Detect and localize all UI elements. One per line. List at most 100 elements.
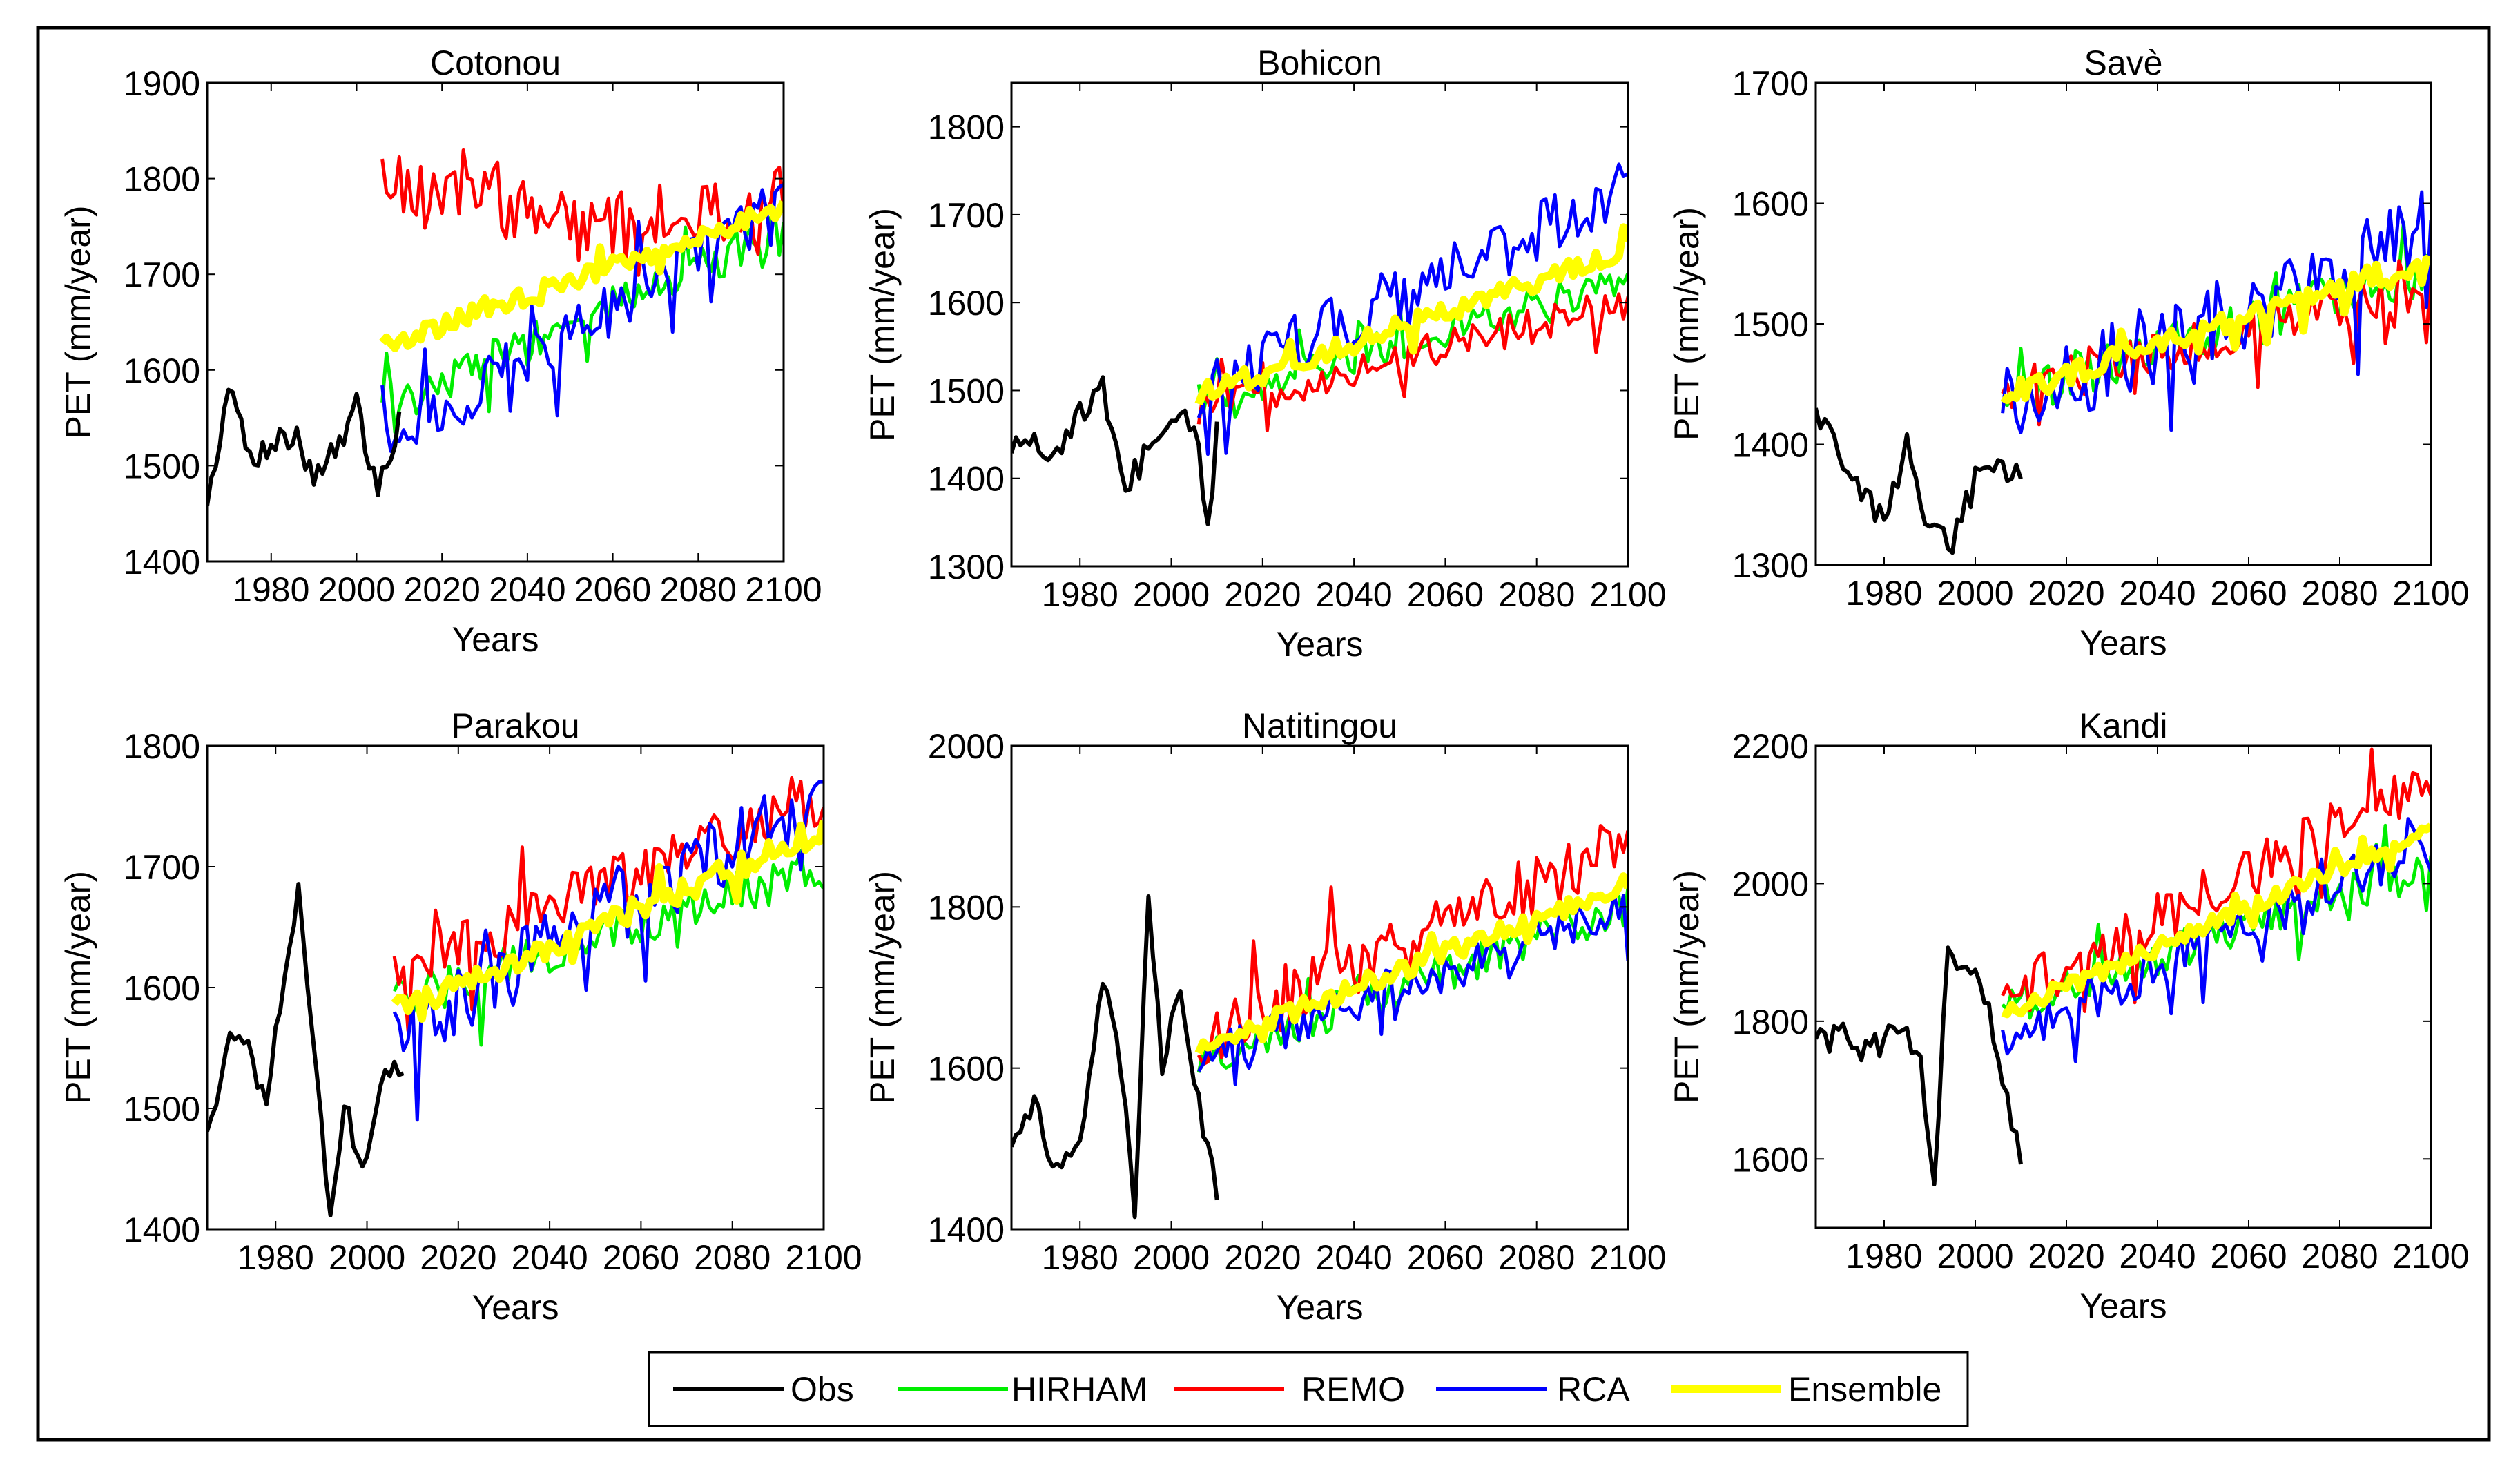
series-line-obs	[1011, 894, 1219, 1220]
x-tick-label: 2080	[660, 570, 737, 609]
series-group	[1011, 162, 1628, 526]
x-tick-label: 2100	[2392, 574, 2469, 613]
x-tick-label: 2040	[2119, 1237, 2196, 1275]
y-tick-label: 1400	[124, 1211, 200, 1249]
x-tick-label: 2020	[404, 570, 481, 609]
x-axis-label: Years	[2080, 1287, 2167, 1325]
y-tick-label: 2000	[928, 727, 1005, 766]
y-tick-label: 1600	[928, 1050, 1005, 1088]
x-tick-label: 1980	[238, 1238, 314, 1277]
x-tick-label: 1980	[1845, 1237, 1922, 1275]
legend-label-remo: REMO	[1301, 1370, 1405, 1409]
legend-entry-hirham: HIRHAM	[898, 1370, 1147, 1409]
y-tick-label: 2200	[1732, 727, 1809, 766]
series-line-ensemble	[2000, 255, 2431, 405]
chart-panel-5: 1980 2000 2020 2040 2060 2080 2100 1600 1800 2000…	[1667, 706, 2470, 1325]
x-axis-label: Years	[472, 1288, 559, 1327]
series-group	[1011, 824, 1628, 1220]
x-tick-label: 2000	[318, 570, 395, 609]
y-axis-label: PET (mm/year)	[59, 206, 97, 439]
x-tick-label: 2080	[1498, 575, 1575, 614]
y-axis-label: PET (mm/year)	[1667, 870, 1706, 1104]
y-tick-label: 1900	[124, 64, 200, 103]
series-line-obs	[1816, 945, 2023, 1186]
x-tick-label: 2060	[574, 570, 651, 609]
x-tick-label: 2000	[329, 1238, 405, 1277]
y-tick-label: 1400	[928, 1211, 1005, 1249]
x-tick-label: 2080	[2301, 574, 2378, 613]
series-group	[1816, 747, 2431, 1186]
x-tick-label: 2060	[2210, 574, 2287, 613]
y-tick-label: 1800	[124, 160, 200, 199]
y-tick-label: 1800	[928, 108, 1005, 147]
x-tick-label: 2060	[1407, 1238, 1484, 1277]
legend-label-obs: Obs	[791, 1370, 854, 1409]
plot-area	[1011, 746, 1628, 1229]
series-line-ensemble	[391, 820, 824, 1023]
y-tick-label: 1300	[1732, 546, 1809, 585]
series-line-obs	[207, 387, 402, 507]
series-group	[1816, 190, 2431, 555]
x-tick-label: 2060	[1407, 575, 1484, 614]
x-tick-label: 2100	[1589, 1238, 1666, 1277]
chart-panel-2: 1980 2000 2020 2040 2060 2080 2100 1300 1400 1500…	[1667, 44, 2470, 662]
x-tick-label: 2100	[1589, 575, 1666, 614]
legend-entry-rca: RCA	[1436, 1370, 1630, 1409]
x-tick-label: 2020	[2028, 1237, 2104, 1275]
x-tick-label: 2040	[511, 1238, 588, 1277]
x-tick-label: 2020	[2028, 574, 2104, 613]
x-tick-label: 2020	[1224, 575, 1301, 614]
x-tick-label: 2100	[785, 1238, 862, 1277]
y-axis-label: PET (mm/year)	[59, 871, 97, 1104]
legend-label-hirham: HIRHAM	[1011, 1370, 1147, 1409]
panel-title: Savè	[2084, 44, 2163, 82]
series-line-obs	[1011, 375, 1219, 526]
x-tick-label: 1980	[1845, 574, 1922, 613]
y-tick-label: 1600	[928, 284, 1005, 322]
y-tick-label: 1500	[1732, 305, 1809, 344]
y-axis-label: PET (mm/year)	[863, 208, 902, 441]
legend-entry-remo: REMO	[1174, 1370, 1405, 1409]
series-line-rca	[380, 183, 784, 453]
plot-frame	[206, 81, 785, 563]
y-tick-label: 1300	[928, 548, 1005, 586]
y-tick-label: 1700	[1732, 64, 1809, 103]
series-line-remo	[380, 148, 784, 277]
figure-border	[36, 26, 2491, 1442]
series-line-rca	[392, 780, 824, 1122]
x-tick-label: 2080	[1498, 1238, 1575, 1277]
x-tick-label: 2060	[603, 1238, 679, 1277]
plot-area	[207, 83, 784, 561]
legend-label-ensemble: Ensemble	[1788, 1370, 1941, 1409]
x-tick-label: 2000	[1133, 575, 1210, 614]
y-tick-label: 1700	[928, 196, 1005, 235]
series-group	[207, 776, 824, 1217]
y-tick-label: 1500	[928, 372, 1005, 410]
chart-panel-3: 1980 2000 2020 2040 2060 2080 2100 1400 1500 1600…	[59, 706, 862, 1327]
plot-frame	[1814, 744, 2432, 1229]
x-tick-label: 1980	[1042, 575, 1118, 614]
x-tick-label: 2080	[2301, 1237, 2378, 1275]
panel-title: Parakou	[451, 706, 579, 745]
y-axis-label: PET (mm/year)	[1667, 207, 1706, 441]
x-tick-label: 2020	[420, 1238, 496, 1277]
y-tick-label: 1800	[1732, 1003, 1809, 1041]
x-tick-label: 2020	[1224, 1238, 1301, 1277]
x-tick-label: 2040	[489, 570, 565, 609]
series-group	[207, 148, 784, 507]
chart-panel-4: 1980 2000 2020 2040 2060 2080 2100 1400 1600 1800…	[863, 706, 1667, 1327]
series-line-ensemble	[2001, 822, 2431, 1019]
chart-panel-0: 1980 2000 2020 2040 2060 2080 2100 1400 1500 1600…	[59, 44, 822, 659]
y-tick-label: 1400	[124, 543, 200, 581]
series-line-remo	[1196, 292, 1628, 432]
panel-title: Kandi	[2080, 706, 2168, 745]
series-line-hirham	[2001, 823, 2431, 1020]
plot-area	[207, 746, 824, 1229]
x-axis-label: Years	[1276, 625, 1363, 664]
y-tick-label: 1400	[928, 460, 1005, 499]
series-line-rca	[2001, 190, 2431, 434]
legend: Obs HIRHAM REMO RCA Ensemble	[648, 1351, 1969, 1427]
y-tick-label: 1700	[124, 256, 200, 294]
x-tick-label: 2080	[694, 1238, 770, 1277]
